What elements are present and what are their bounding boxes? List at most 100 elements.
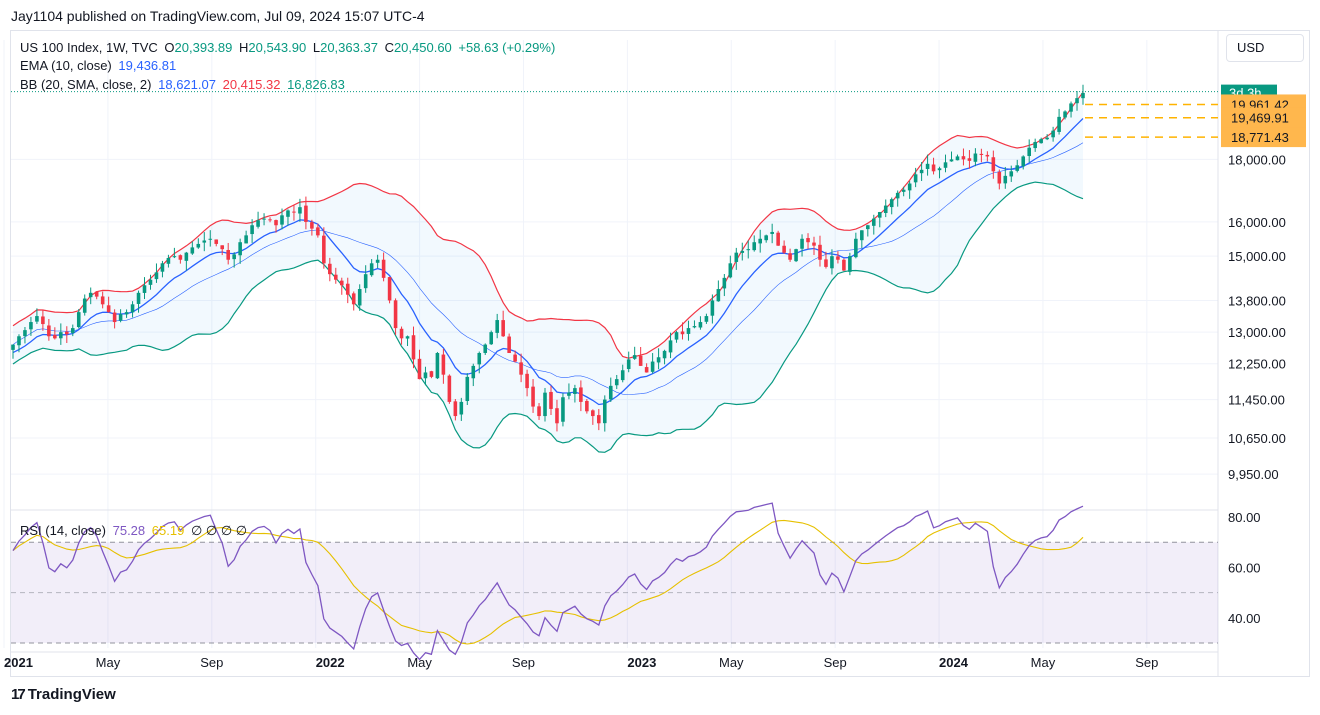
bb-basis-value: 18,621.07 (158, 77, 216, 92)
candle-body (1009, 171, 1014, 177)
candle-body (925, 163, 930, 169)
candle-body (985, 154, 990, 157)
candle-body (943, 162, 948, 168)
candle-body (136, 292, 141, 304)
candle-body (513, 354, 517, 362)
price-axis-tick-label: 12,250.00 (1228, 357, 1286, 372)
candle-body (381, 259, 386, 278)
candle-body (752, 242, 757, 251)
currency-button[interactable]: USD (1226, 34, 1304, 62)
candle-body (1075, 98, 1079, 104)
candle-body (112, 312, 117, 323)
candle-body (316, 227, 320, 236)
candle-body (405, 336, 410, 339)
tradingview-mark-icon: 17 (11, 686, 26, 703)
candle-body (782, 245, 786, 253)
candle-body (519, 362, 523, 375)
candle-body (620, 370, 625, 381)
candle-body (447, 375, 452, 402)
level-label: 19,469.91 (1231, 111, 1289, 126)
candle-body (877, 212, 882, 218)
candle-body (190, 247, 195, 254)
rsi-axis-tick-label: 80.00 (1228, 510, 1261, 525)
time-axis-label: Sep (824, 655, 847, 670)
chart-frame (10, 30, 1310, 677)
candle-body (1051, 130, 1055, 138)
candle-body (82, 298, 87, 313)
candle-body (351, 293, 356, 305)
candle-body (423, 372, 428, 379)
candle-body (704, 316, 709, 322)
price-axis-tick-label: 18,000.00 (1228, 152, 1286, 167)
ema-line (12, 118, 1084, 406)
ema-value: 19,436.81 (118, 58, 177, 73)
candle-body (322, 235, 326, 264)
candle-body (59, 332, 63, 339)
candle-body (1003, 175, 1008, 184)
time-axis-label: May (1031, 655, 1056, 670)
candle-body (764, 235, 768, 241)
tradingview-logo[interactable]: 17 TradingView (11, 686, 116, 703)
candle-body (471, 365, 476, 379)
candle-body (758, 238, 762, 244)
candle-body (172, 256, 177, 258)
candle-body (244, 235, 248, 244)
candle-body (387, 277, 392, 301)
candle-body (334, 274, 338, 280)
candle-body (226, 250, 230, 260)
candle-body (11, 344, 15, 350)
candle-body (579, 387, 583, 402)
candle-body (907, 183, 912, 191)
candle-body (614, 379, 619, 386)
candle-body (262, 218, 266, 220)
price-axis-tick-label: 16,000.00 (1228, 215, 1286, 230)
price-axis-tick-label: 15,000.00 (1228, 249, 1286, 264)
candle-body (35, 316, 39, 322)
publish-line: Jay1104 published on TradingView.com, Ju… (11, 8, 425, 24)
candle-body (65, 331, 69, 335)
candle-body (274, 220, 278, 226)
candle-body (889, 199, 894, 208)
candle-body (680, 331, 685, 335)
bb-fill-area (13, 92, 1083, 453)
candle-body (411, 335, 416, 360)
candle-body (608, 385, 613, 400)
candle-body (100, 296, 105, 305)
price-axis-tick-label: 9,950.00 (1228, 467, 1279, 482)
candle-body (842, 259, 846, 271)
candle-body (148, 279, 153, 285)
candle-body (459, 401, 464, 415)
candle-body (160, 263, 165, 272)
candle-body (597, 415, 601, 424)
candle-body (824, 259, 828, 267)
rsi-ma-line (12, 519, 1084, 645)
price-axis-tick-label: 13,000.00 (1228, 325, 1286, 340)
candle-body (465, 376, 470, 402)
low-value: 20,363.37 (320, 40, 378, 55)
symbol-name: US 100 Index, 1W, TVC (20, 40, 158, 55)
candle-body (256, 220, 260, 227)
ema-label: EMA (10, close) (20, 58, 112, 73)
candle-body (178, 255, 183, 260)
candle-body (591, 410, 595, 417)
candle-body (292, 211, 296, 213)
close-label: C (384, 40, 394, 55)
close-value: 20,450.60 (393, 40, 452, 55)
candle-body (895, 192, 900, 199)
price-axis-tick-label: 13,800.00 (1228, 293, 1286, 308)
candle-body (1045, 137, 1049, 140)
candle-body (668, 340, 673, 353)
candle-body (656, 357, 661, 363)
candle-body (770, 231, 774, 234)
candle-body (585, 400, 589, 412)
candle-body (561, 397, 565, 422)
bb-basis-line (12, 142, 1084, 395)
candle-body (70, 328, 75, 333)
candle-body (130, 304, 135, 313)
candle-body (76, 312, 81, 328)
candle-body (967, 158, 972, 161)
candle-body (495, 320, 499, 333)
candle-body (722, 277, 727, 289)
candle-body (674, 332, 679, 340)
